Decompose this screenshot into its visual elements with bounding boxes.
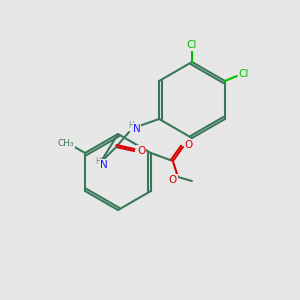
Text: H: H xyxy=(95,157,101,166)
Text: O: O xyxy=(185,140,193,150)
Text: N: N xyxy=(133,124,141,134)
Text: CH₃: CH₃ xyxy=(58,139,74,148)
Text: Cl: Cl xyxy=(187,40,197,50)
Text: N: N xyxy=(100,160,108,170)
Text: Cl: Cl xyxy=(239,69,249,79)
Text: O: O xyxy=(169,175,177,185)
Text: O: O xyxy=(137,146,145,156)
Text: H: H xyxy=(128,121,134,130)
